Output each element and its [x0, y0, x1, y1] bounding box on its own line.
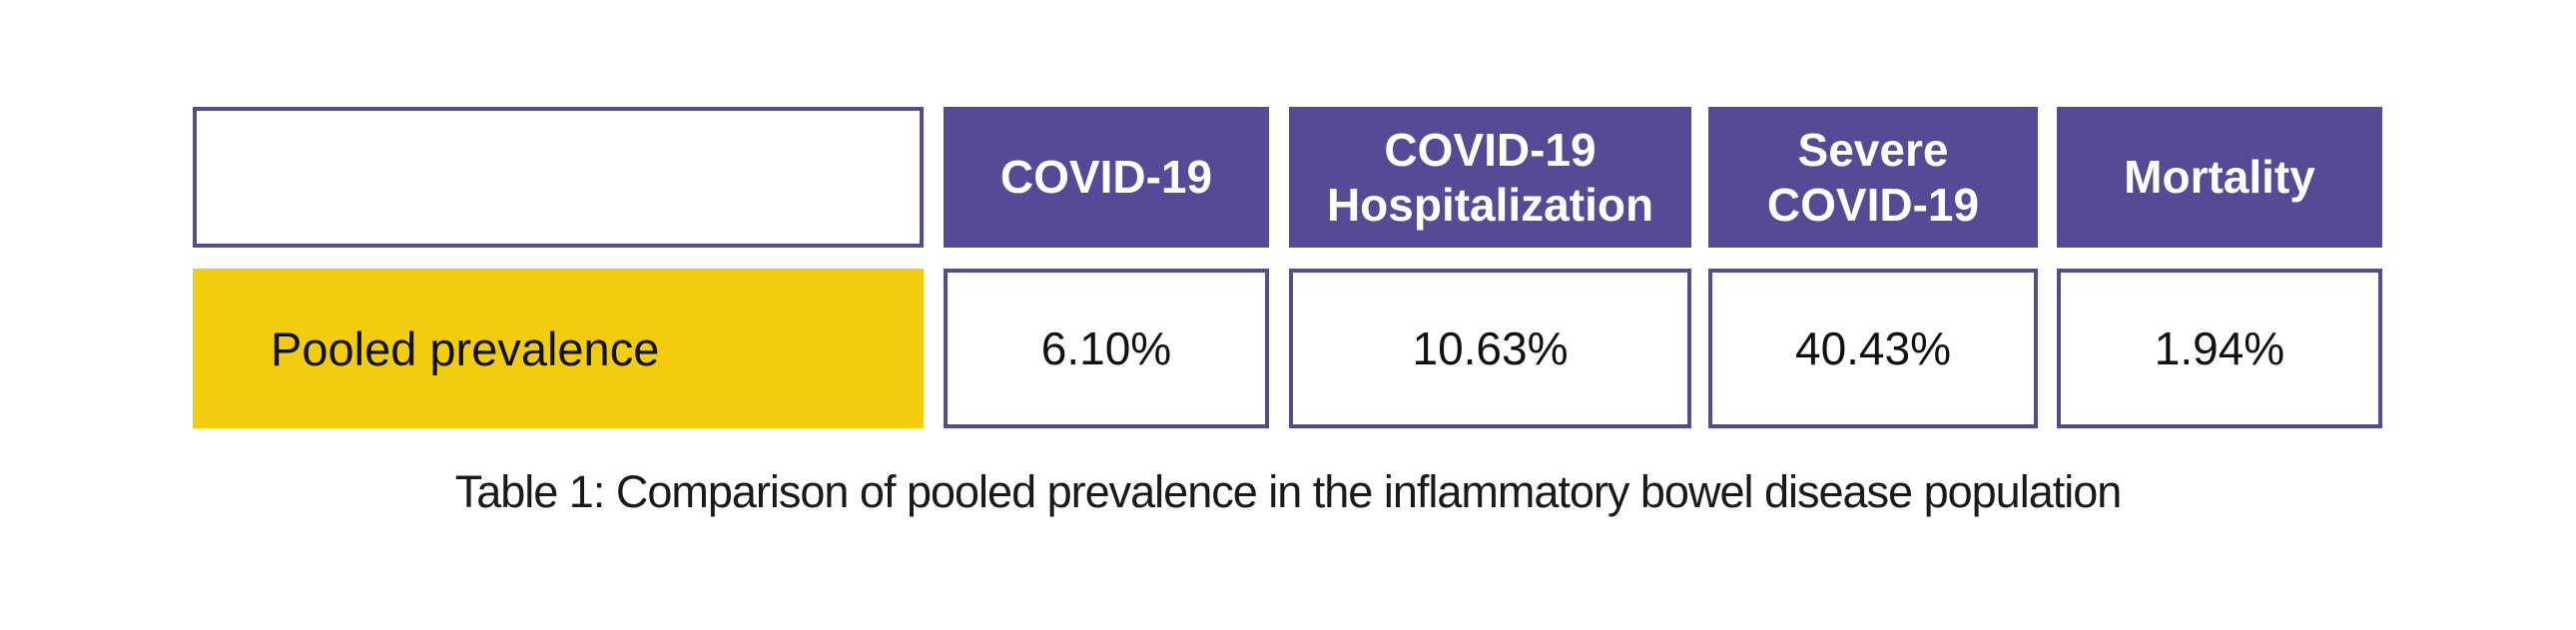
value-cell-covid19: 6.10% [944, 269, 1269, 428]
column-header-severe-covid19: Severe COVID-19 [1708, 107, 2038, 248]
column-header-covid19-hospitalization: COVID-19 Hospitalization [1289, 107, 1691, 248]
value-cell-mortality: 1.94% [2057, 269, 2382, 428]
column-header-covid19: COVID-19 [944, 107, 1269, 248]
row-label-pooled-prevalence: Pooled prevalence [193, 269, 924, 428]
value-cell-covid19-hospitalization: 10.63% [1289, 269, 1691, 428]
table-caption: Table 1: Comparison of pooled prevalence… [454, 466, 2123, 517]
corner-cell-empty [193, 107, 924, 248]
column-header-mortality: Mortality [2057, 107, 2382, 248]
value-cell-severe-covid19: 40.43% [1708, 269, 2038, 428]
